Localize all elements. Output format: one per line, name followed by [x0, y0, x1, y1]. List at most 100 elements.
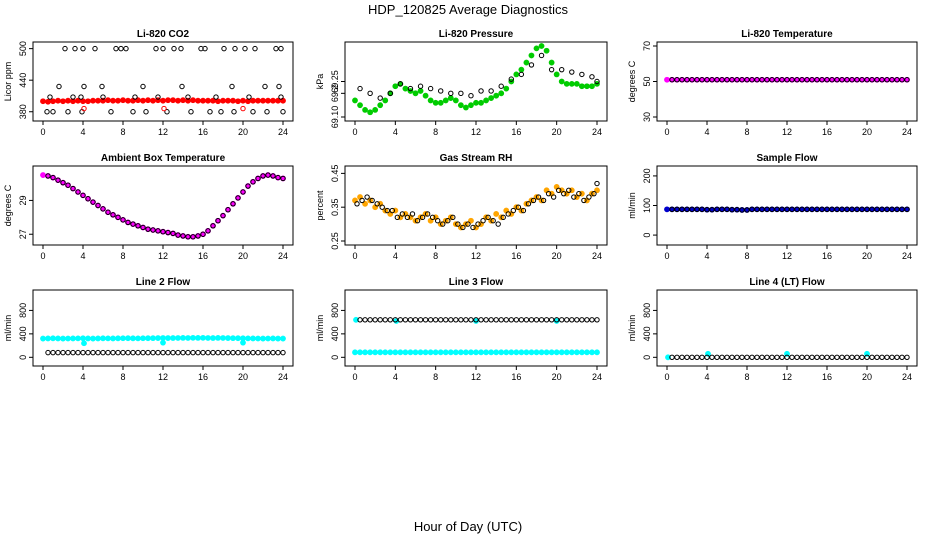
data-point [160, 339, 166, 346]
chart-panel-6: Sample Flow 0 4 8 12 16 20 24 0 100 200 ml/min [627, 153, 918, 261]
data-point [594, 78, 600, 85]
data-point [759, 206, 765, 213]
data-point [55, 177, 61, 183]
series-1 [40, 334, 286, 342]
data-point [764, 77, 770, 83]
data-point [869, 354, 875, 361]
data-point [220, 335, 226, 341]
data-point [744, 77, 750, 83]
data-point [899, 354, 905, 361]
y-tick-label: 0.45 [330, 165, 340, 183]
y-tick-label: 800 [330, 303, 340, 318]
data-point [143, 109, 149, 115]
data-point [591, 190, 597, 197]
data-point [255, 349, 261, 356]
data-point [774, 206, 780, 213]
data-point [453, 317, 459, 323]
data-point [488, 349, 495, 356]
data-point [132, 94, 138, 100]
data-point [530, 197, 537, 204]
data-point [245, 335, 251, 342]
data-point [372, 317, 378, 323]
series-2 [44, 45, 286, 115]
data-point [774, 354, 780, 361]
data-point [372, 349, 379, 356]
data-point [160, 349, 166, 356]
data-point [205, 97, 211, 104]
data-point [450, 214, 456, 221]
data-point [784, 354, 790, 361]
data-point [113, 45, 119, 52]
panel-title: Ambient Box Temperature [101, 153, 226, 164]
y-tick-label: 800 [642, 303, 652, 318]
data-point [674, 206, 680, 213]
data-point [578, 83, 585, 90]
data-point [160, 97, 166, 104]
data-point [849, 354, 855, 361]
y-tick-label: 0 [642, 355, 652, 360]
data-point [513, 317, 520, 323]
data-point [95, 202, 101, 209]
data-point [240, 339, 246, 346]
data-point [483, 97, 489, 104]
x-tick-label: 24 [902, 372, 912, 382]
data-point [220, 349, 226, 356]
y-tick-label: 50 [642, 76, 652, 86]
x-tick-label: 24 [278, 372, 288, 382]
data-point [362, 349, 368, 356]
data-point [45, 173, 51, 179]
data-point [789, 206, 795, 213]
data-point [498, 83, 504, 89]
data-point [589, 317, 595, 323]
data-point [779, 206, 785, 213]
data-point [538, 317, 545, 323]
data-point [543, 317, 550, 323]
data-point [105, 335, 111, 342]
chart-panel-2: Li-820 Pressure 0 4 8 12 16 20 24 69.10 69.269.25… [315, 29, 608, 137]
data-point [80, 45, 86, 52]
data-point [377, 95, 383, 101]
data-point [145, 349, 151, 356]
data-point [161, 105, 167, 112]
data-point [170, 335, 176, 341]
data-point [92, 45, 98, 52]
data-point [874, 354, 880, 361]
data-point [392, 83, 399, 90]
data-point [70, 185, 76, 192]
x-tick-label: 16 [198, 251, 208, 261]
data-point [864, 354, 870, 361]
data-point [452, 349, 459, 356]
data-point [749, 206, 755, 213]
data-point [714, 206, 720, 213]
data-point [515, 204, 522, 210]
data-point [367, 90, 373, 97]
data-point [397, 81, 404, 87]
data-point [357, 349, 363, 356]
data-point [280, 349, 286, 356]
data-point [221, 45, 227, 52]
data-point [108, 109, 114, 115]
data-point [250, 179, 256, 185]
data-point [478, 317, 484, 323]
data-point [417, 83, 424, 89]
data-point [669, 206, 675, 213]
data-point [704, 206, 710, 213]
data-point [230, 349, 236, 356]
data-point [500, 214, 506, 221]
data-point [724, 77, 730, 83]
data-point [165, 97, 171, 104]
data-point [473, 99, 479, 106]
data-point [447, 95, 454, 101]
data-point [105, 349, 111, 356]
x-tick-label: 0 [40, 127, 45, 137]
data-point [185, 335, 191, 341]
data-point [528, 349, 535, 356]
y-tick-label: 400 [642, 326, 652, 341]
data-point [364, 194, 370, 200]
data-point [262, 83, 268, 90]
data-point [834, 206, 840, 213]
data-point [85, 98, 91, 105]
panel-title: Gas Stream RH [440, 153, 513, 164]
data-point [561, 190, 567, 197]
data-point [432, 317, 439, 323]
